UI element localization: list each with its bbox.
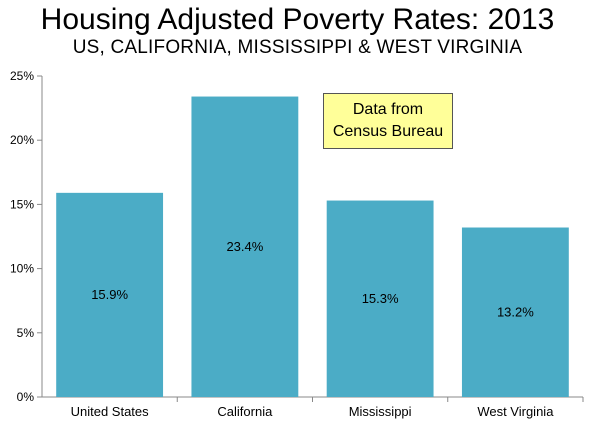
y-tick-label: 25% [10, 69, 34, 83]
bar [461, 227, 569, 397]
data-label: 23.4% [226, 239, 263, 254]
annotation-line-1: Data from [352, 101, 424, 118]
data-label: 15.9% [91, 287, 128, 302]
chart-subtitle: US, CALIFORNIA, MISSISSIPPI & WEST VIRGI… [72, 37, 523, 58]
x-tick-label: West Virginia [477, 404, 554, 419]
x-tick-label: United States [71, 404, 150, 419]
chart-title: Housing Adjusted Poverty Rates: 2013 [40, 3, 555, 36]
x-tick-label: California [217, 404, 273, 419]
data-label: 15.3% [362, 291, 399, 306]
annotation-line-2: Census Bureau [332, 123, 444, 140]
y-tick-label: 10% [10, 262, 34, 276]
y-tick-label: 0% [17, 390, 35, 404]
y-tick-label: 5% [17, 326, 35, 340]
bar [56, 192, 164, 397]
y-tick-label: 20% [10, 133, 34, 147]
bar [326, 200, 434, 397]
x-tick-label: Mississippi [349, 404, 412, 419]
bar [191, 96, 299, 397]
y-tick-label: 15% [10, 197, 34, 211]
data-label: 13.2% [497, 304, 534, 319]
source-annotation: Data from Census Bureau [323, 93, 453, 149]
